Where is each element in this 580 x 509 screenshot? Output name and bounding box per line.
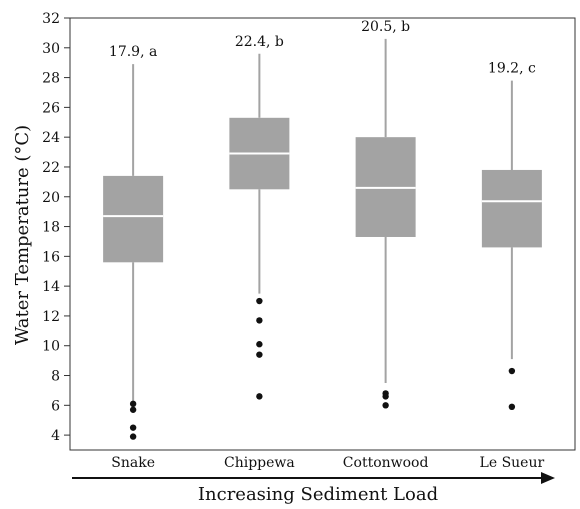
outlier-point-0-3 — [129, 433, 137, 440]
x-axis: Snake Chippewa Cottonwood Le Sueur — [72, 455, 555, 484]
y-tick-label-26: 26 — [42, 100, 60, 116]
outlier-point-1-2 — [256, 341, 263, 348]
y-tick-label-18: 18 — [42, 220, 60, 236]
y-tick-label-10: 10 — [42, 339, 60, 355]
outlier-point-3-1 — [508, 403, 516, 410]
box-group-1 — [229, 53, 290, 400]
annotation-label-3: 19.2, c — [488, 61, 536, 77]
y-tick-label-4: 4 — [51, 428, 60, 444]
outlier-point-1-0 — [256, 297, 263, 305]
y-tick-label-8: 8 — [51, 369, 60, 385]
box-0 — [103, 175, 164, 263]
outlier-point-2-1 — [382, 393, 389, 400]
annotation-label-0: 17.9, a — [109, 44, 157, 60]
box-group-0 — [103, 64, 164, 440]
y-axis-title: Water Temperature (°C) — [12, 125, 33, 345]
y-tick-label-6: 6 — [51, 398, 60, 414]
plot-frame — [69, 17, 576, 451]
x-category-label-3: Le Sueur — [480, 455, 545, 471]
outlier-point-1-3 — [256, 351, 263, 358]
outlier-point-1-4 — [256, 393, 263, 400]
y-tick-label-30: 30 — [42, 41, 60, 57]
outlier-point-0-1 — [129, 406, 137, 413]
outlier-point-0-2 — [129, 424, 137, 431]
y-tick-label-24: 24 — [42, 130, 60, 146]
y-axis: 4 6 8 10 12 14 16 18 20 22 24 26 28 30 32 — [42, 11, 70, 444]
x-category-label-0: Snake — [111, 455, 155, 471]
box-group-3 — [481, 80, 542, 410]
plot-border — [69, 17, 576, 451]
y-tick-label-28: 28 — [42, 71, 60, 87]
box-3 — [481, 169, 542, 248]
y-tick-label-20: 20 — [42, 190, 60, 206]
annotations: 17.9, a 22.4, b 20.5, b 19.2, c — [109, 19, 536, 77]
y-tick-label-14: 14 — [42, 279, 60, 295]
box-series — [103, 38, 542, 440]
x-category-label-1: Chippewa — [224, 455, 295, 471]
x-category-label-2: Cottonwood — [343, 455, 429, 471]
box-group-2 — [355, 38, 416, 409]
sediment-load-arrow-head — [541, 472, 555, 484]
y-tick-label-22: 22 — [42, 160, 60, 176]
outlier-point-0-0 — [129, 400, 137, 408]
y-tick-label-12: 12 — [42, 309, 60, 325]
outlier-point-3-0 — [508, 367, 516, 375]
y-tick-label-32: 32 — [42, 11, 60, 27]
outlier-point-1-1 — [256, 317, 263, 324]
annotation-label-1: 22.4, b — [235, 34, 284, 50]
x-axis-title: Increasing Sediment Load — [198, 484, 438, 505]
annotation-label-2: 20.5, b — [361, 19, 410, 35]
outlier-point-2-2 — [382, 402, 389, 409]
y-tick-label-16: 16 — [42, 249, 60, 265]
